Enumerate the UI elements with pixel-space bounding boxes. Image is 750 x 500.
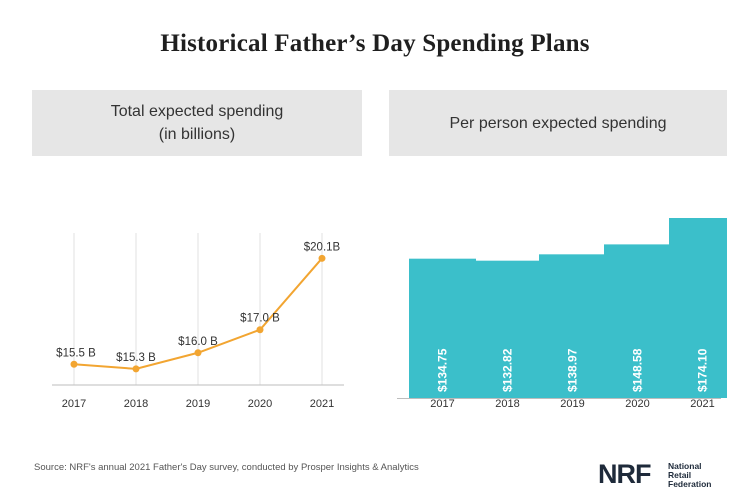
nrf-logo-line3: Federation: [668, 479, 712, 489]
x-tick-label: 2017: [62, 398, 86, 410]
bar-value-label: $174.10: [696, 348, 710, 392]
data-point: [318, 254, 326, 262]
total-spending-header-line1: Total expected spending: [110, 103, 284, 120]
data-label: $15.3 B: [116, 352, 156, 364]
per-person-spending-bar-chart: $134.75 2017 $132.82 2018 $138.97 2019 $148.58…: [397, 218, 727, 410]
x-tick-label: 2018: [495, 398, 519, 410]
data-point: [70, 360, 78, 368]
bar: [474, 260, 541, 398]
nrf-logo: NRF National Retail Federation: [598, 459, 718, 489]
x-tick-label: 2020: [625, 398, 649, 410]
x-tick-label: 2020: [248, 398, 272, 410]
bar: [409, 258, 476, 398]
bar: [669, 218, 727, 398]
x-tick-label: 2021: [310, 398, 334, 410]
data-label: $17.0 B: [240, 313, 280, 325]
data-point: [132, 365, 140, 373]
data-point: [194, 349, 202, 357]
x-tick-label: 2021: [690, 398, 714, 410]
data-label: $15.5 B: [56, 347, 96, 359]
nrf-logo-line1: National: [668, 461, 702, 471]
per-person-spending-header: Per person expected spending: [389, 90, 727, 156]
x-tick-label: 2018: [124, 398, 148, 410]
nrf-logo-text: National Retail Federation: [668, 462, 711, 489]
x-tick-label: 2019: [186, 398, 210, 410]
nrf-logo-line2: Retail: [668, 470, 692, 480]
total-spending-header: Total expected spending (in billions): [32, 90, 362, 156]
x-tick-label: 2019: [560, 398, 584, 410]
total-spending-header-line2: (in billions): [158, 126, 236, 143]
bar-value-label: $134.75: [436, 348, 450, 392]
x-tick-label: 2017: [430, 398, 454, 410]
data-label: $16.0 B: [178, 336, 218, 348]
bar-value-label: $138.97: [566, 348, 580, 392]
source-note: Source: NRF's annual 2021 Father's Day s…: [34, 462, 419, 473]
data-label: $20.1B: [304, 241, 341, 253]
total-spending-line-chart: 2017 2018 2019 2020 2021 $15.5 B $15.3 B $16.0 …: [52, 233, 344, 410]
bar: [539, 254, 606, 398]
bar-value-label: $132.82: [501, 348, 515, 392]
bar: [604, 244, 671, 398]
per-person-spending-header-line1: Per person expected spending: [449, 114, 667, 132]
page-title: Historical Father’s Day Spending Plans: [160, 30, 590, 57]
data-point: [256, 326, 264, 334]
nrf-logo-mark: NRF: [598, 459, 651, 489]
bar-value-label: $148.58: [631, 348, 645, 392]
